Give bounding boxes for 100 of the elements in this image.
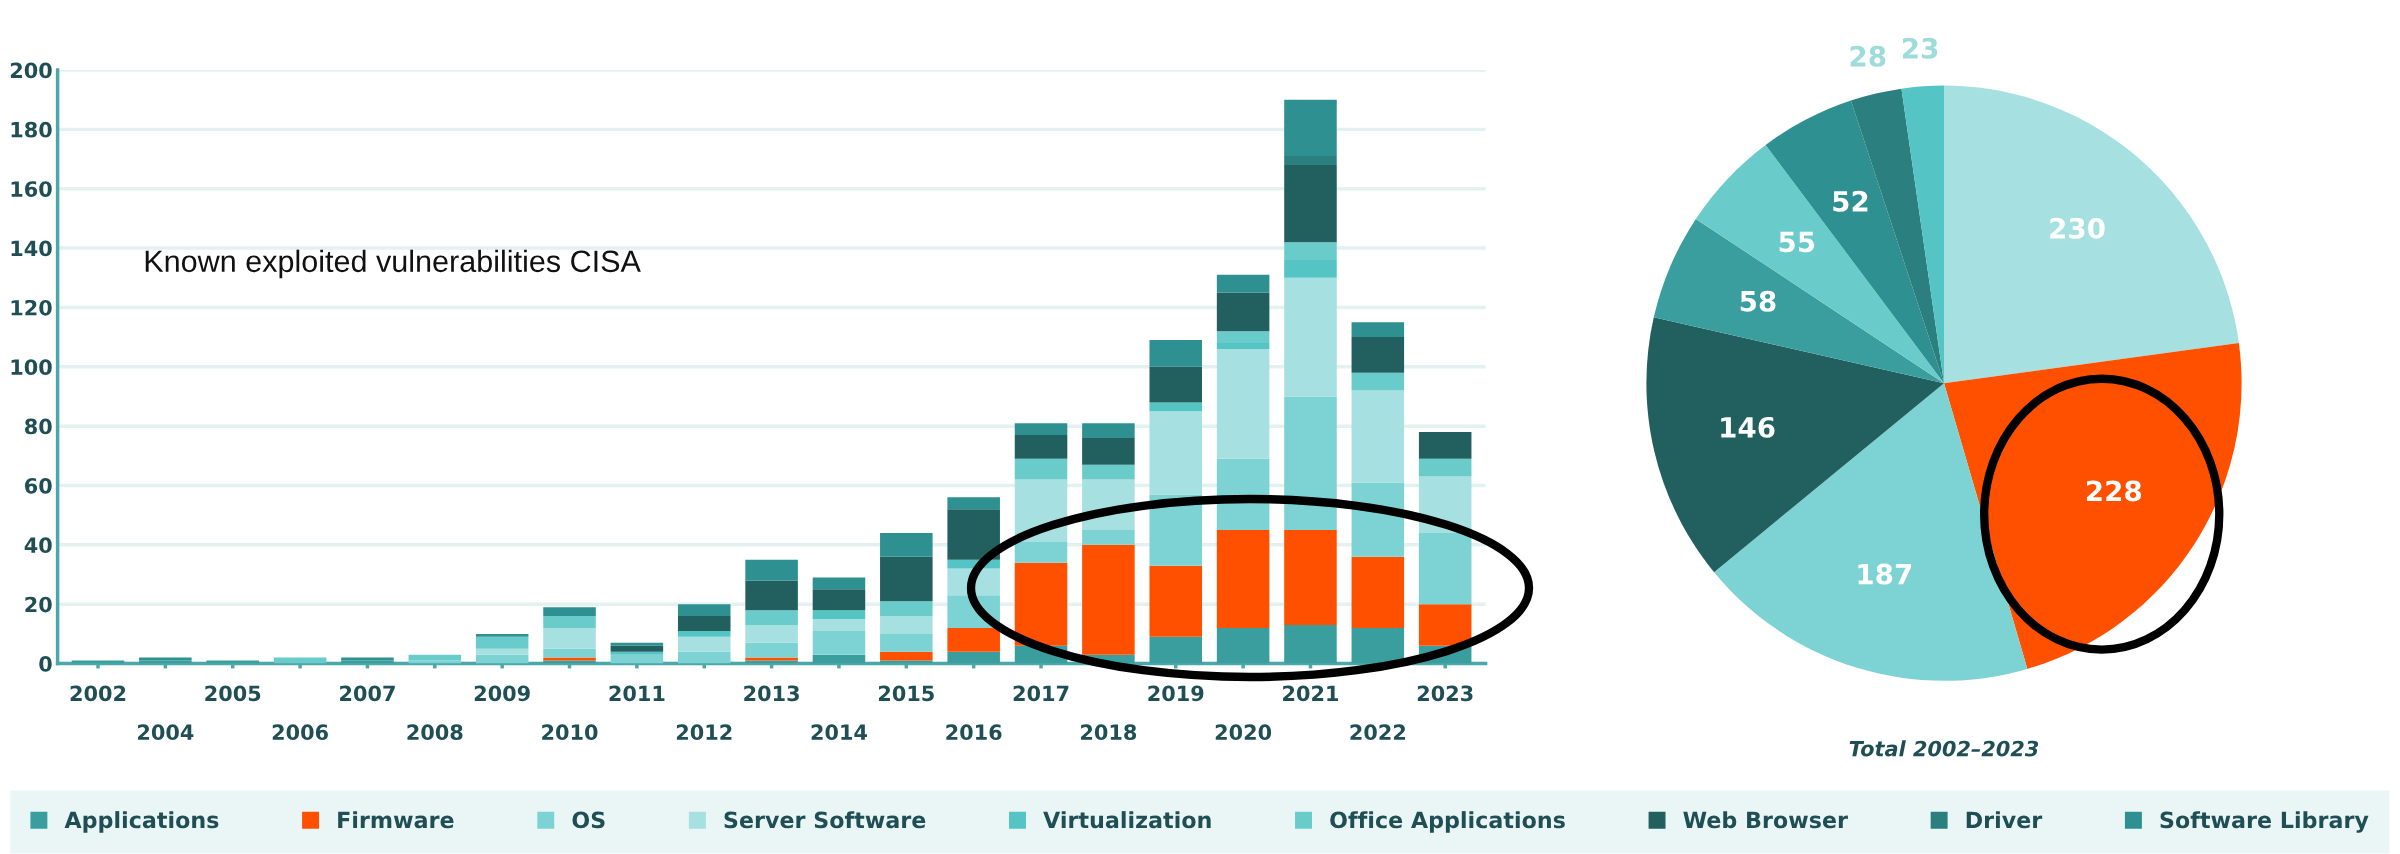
bar [1351, 627, 1405, 664]
x-tick-label: 2020 [1215, 724, 1272, 741]
x-tick-label: 2016 [946, 724, 1002, 741]
data-label: 146 [1721, 416, 1775, 438]
bar [1351, 372, 1405, 391]
bar [812, 577, 866, 590]
bar [1149, 340, 1203, 367]
legend-label: Applications [64, 811, 219, 833]
bar [1284, 624, 1337, 664]
bar [543, 607, 596, 617]
bar [1082, 544, 1135, 655]
bar [812, 610, 866, 620]
bar [880, 532, 933, 557]
x-tick-label: 2017 [1013, 685, 1069, 702]
legend-label: Firmware [338, 811, 454, 829]
y-tick-label: 100 [11, 359, 52, 375]
bar [1216, 331, 1270, 344]
bar [475, 648, 529, 655]
y-tick-label: 40 [24, 537, 52, 554]
x-tick-label: 2010 [542, 724, 598, 741]
y-tick-label: 120 [11, 299, 52, 316]
bar [1284, 156, 1337, 165]
bar [610, 645, 664, 652]
data-label: 52 [1833, 190, 1868, 212]
y-tick-label: 0 [39, 656, 52, 672]
bar [1014, 541, 1068, 563]
bar [610, 642, 664, 646]
data-label: 187 [1858, 563, 1912, 585]
bar [1284, 99, 1337, 157]
bar [880, 616, 933, 634]
x-tick-label: 2013 [744, 685, 799, 702]
bar [1284, 259, 1337, 278]
bar [1149, 636, 1203, 664]
bar [1149, 565, 1203, 637]
bar [1351, 322, 1405, 338]
bar [1149, 366, 1203, 403]
bar [745, 559, 798, 581]
bar [677, 636, 731, 652]
bar [1149, 402, 1203, 412]
bar [543, 627, 596, 649]
bar [880, 601, 933, 617]
y-tick-label: 60 [25, 477, 52, 494]
bar [812, 630, 866, 655]
data-label: 23 [1902, 37, 1938, 59]
bar [880, 651, 933, 661]
bar [1082, 423, 1135, 439]
bar [1284, 164, 1337, 243]
pie-slice [1944, 342, 2242, 669]
x-tick-label: 2006 [272, 724, 328, 741]
bar [1216, 343, 1270, 349]
bar [543, 616, 596, 628]
bar [947, 497, 1000, 510]
y-tick-label: 80 [25, 418, 52, 435]
x-tick-label: 2022 [1350, 724, 1406, 741]
bar [745, 580, 798, 611]
x-tick-label: 2015 [878, 685, 934, 702]
x-tick-label: 2007 [340, 685, 395, 702]
x-tick-label: 2012 [676, 724, 732, 741]
data-label: 58 [1740, 290, 1776, 312]
bar [1014, 435, 1068, 459]
bar [1216, 530, 1270, 628]
bar [1284, 396, 1337, 531]
bar [1082, 464, 1135, 480]
pie-slice [1714, 383, 2028, 681]
bar [1418, 604, 1472, 646]
bar [812, 589, 866, 611]
legend-label: OS [572, 811, 605, 829]
bar [1284, 277, 1337, 397]
legend-label: Virtualization [1043, 811, 1211, 829]
bar [1418, 532, 1472, 605]
bar [947, 627, 1000, 652]
text: Total 2002–2023 [1849, 740, 2039, 757]
bar [610, 651, 664, 655]
pie-slice [1695, 144, 1944, 384]
y-tick-label: 180 [11, 121, 52, 138]
y-tick-label: 140 [11, 240, 52, 257]
legend-label: Software Library [2160, 811, 2369, 833]
bar [880, 556, 933, 602]
x-tick-label: 2014 [811, 724, 867, 741]
legend-label: Office Applications [1330, 811, 1565, 833]
bar [1351, 556, 1405, 628]
pie-slice [1653, 218, 1944, 384]
y-tick-label: 160 [11, 181, 52, 197]
bar [1351, 390, 1405, 483]
x-tick-label: 2023 [1417, 685, 1473, 702]
x-tick-label: 2002 [70, 685, 126, 702]
bar [1082, 530, 1135, 545]
data-label: 228 [2086, 480, 2142, 502]
bar [475, 636, 529, 649]
x-tick-label: 2009 [474, 685, 530, 702]
y-tick-label: 20 [25, 596, 52, 613]
bar [745, 610, 798, 625]
data-label: 55 [1779, 231, 1815, 253]
bar [1418, 458, 1472, 477]
bar [475, 633, 529, 637]
pie-slice [1944, 85, 2239, 384]
bar [947, 651, 1000, 664]
x-tick-label: 2011 [609, 685, 665, 702]
bar [408, 654, 462, 661]
x-tick-label: 2004 [138, 724, 194, 741]
